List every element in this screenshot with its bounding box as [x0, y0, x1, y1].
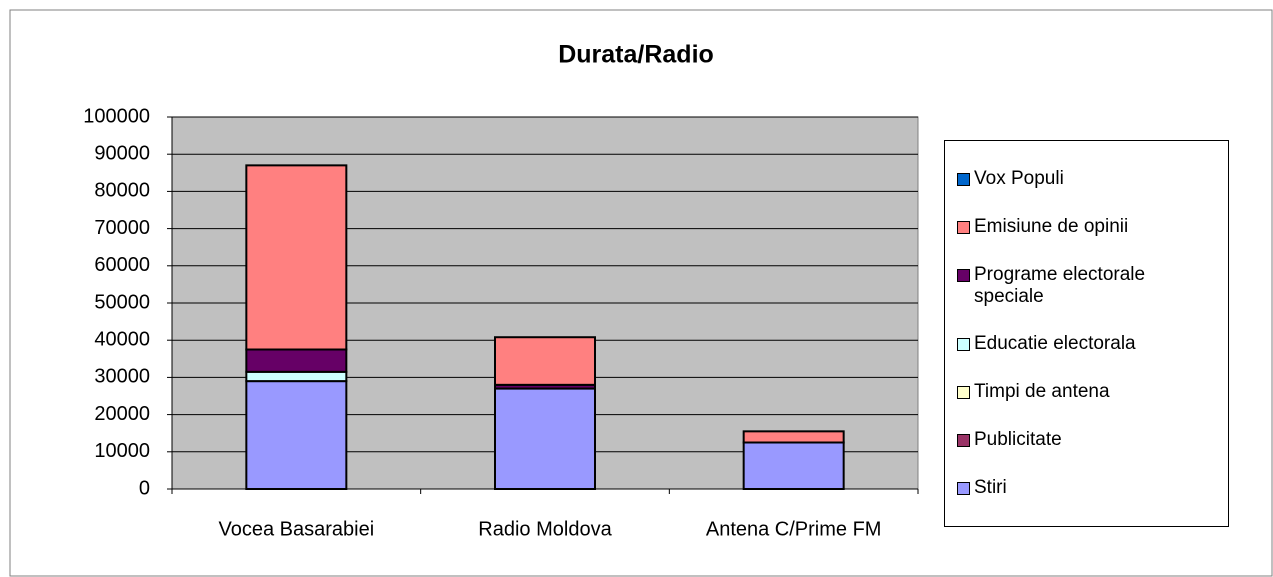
- x-tick-label: Radio Moldova: [478, 518, 612, 540]
- legend-swatch: [957, 386, 970, 400]
- bar-segment: [742, 430, 845, 444]
- legend-label: Stiri: [974, 476, 1007, 498]
- legend-label: Timpi de antena: [974, 381, 1110, 403]
- y-tick-label: 100000: [83, 105, 150, 127]
- legend-swatch: [957, 172, 970, 186]
- legend-label: Vox Populi: [974, 167, 1064, 189]
- y-tick-label: 40000: [94, 328, 150, 350]
- legend-item: Stiri: [957, 477, 1207, 499]
- legend-item: Programe electorale speciale: [957, 264, 1207, 308]
- legend-swatch: [957, 220, 970, 234]
- bar-segment: [742, 441, 845, 490]
- bar-segment: [245, 348, 348, 373]
- bar-segment: [245, 380, 348, 490]
- bar-segment: [494, 387, 596, 490]
- y-tick-label: 20000: [94, 403, 150, 425]
- legend-item: Educatie electorala: [957, 333, 1207, 355]
- legend-item: Emisiune de opinii: [957, 216, 1207, 238]
- legend-label: Educatie electorala: [974, 333, 1136, 355]
- legend-swatch: [957, 268, 970, 282]
- legend-item: Publicitate: [957, 429, 1207, 451]
- bar-segment: [245, 164, 348, 351]
- legend-label: Publicitate: [974, 429, 1062, 451]
- y-tick-label: 70000: [94, 217, 150, 239]
- bar-segment: [245, 370, 348, 383]
- bar-segment: [494, 336, 596, 386]
- x-tick-label: Antena C/Prime FM: [706, 518, 882, 540]
- y-tick-label: 80000: [94, 180, 150, 202]
- legend-swatch: [957, 434, 970, 448]
- legend-item: Timpi de antena: [957, 381, 1207, 403]
- legend: Vox Populi Emisiune de opinii Programe ele…: [944, 140, 1229, 527]
- legend-item: Vox Populi: [957, 168, 1207, 190]
- y-tick-label: 90000: [94, 142, 150, 164]
- y-tick-label: 30000: [94, 366, 150, 388]
- legend-label: Programe electorale speciale: [974, 263, 1146, 307]
- chart-title: Durata/Radio: [558, 41, 714, 69]
- x-tick-label: Vocea Basarabiei: [218, 518, 374, 540]
- y-tick-label: 60000: [94, 254, 150, 276]
- y-tick-label: 10000: [94, 440, 150, 462]
- legend-label: Emisiune de opinii: [974, 215, 1129, 237]
- legend-swatch: [957, 338, 970, 352]
- legend-swatch: [957, 481, 970, 495]
- y-tick-label: 50000: [94, 291, 150, 313]
- y-tick-label: 0: [139, 477, 150, 499]
